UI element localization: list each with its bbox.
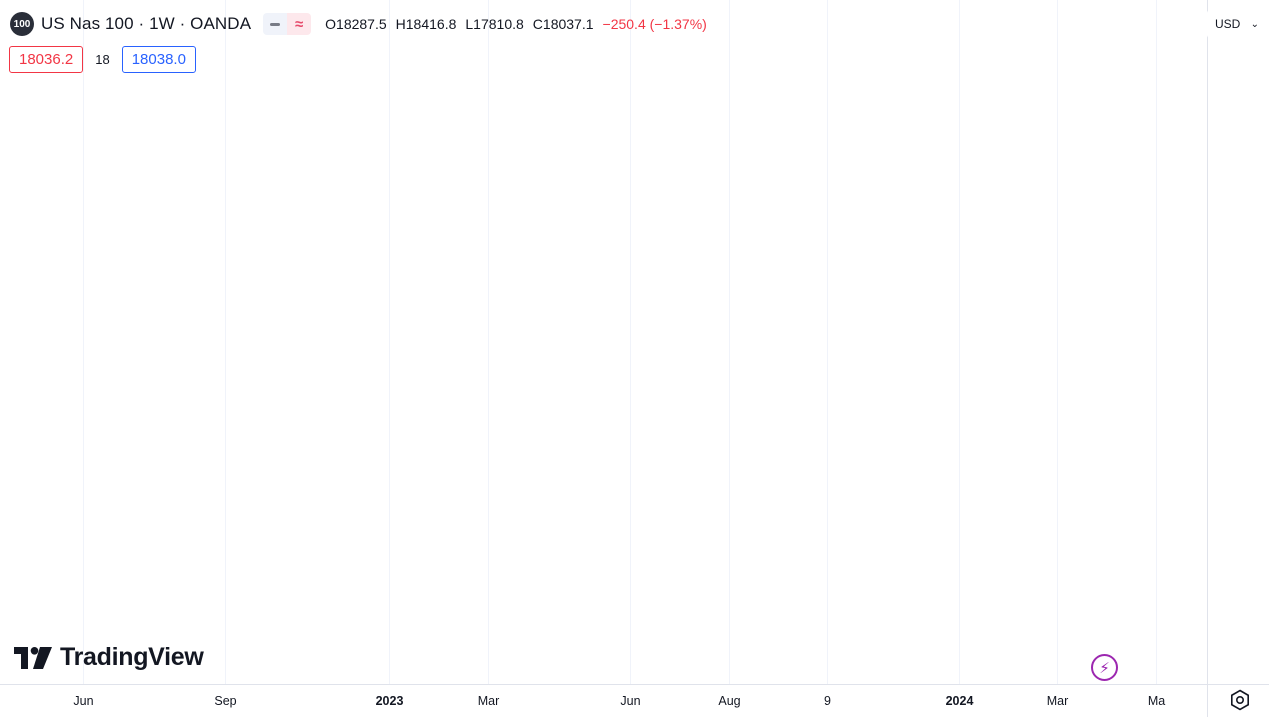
- spread-value: 18: [95, 52, 110, 67]
- x-tick-label: 2024: [946, 694, 974, 708]
- ohlc-values: O18287.5 H18416.8 L17810.8 C18037.1 −250…: [325, 16, 707, 32]
- logo-text: TradingView: [60, 643, 204, 671]
- ohlc-open: O18287.5: [325, 16, 387, 32]
- indicator-pills: ≈: [263, 13, 312, 35]
- ohlc-high: H18416.8: [395, 16, 457, 32]
- sell-button[interactable]: 18036.2: [9, 46, 84, 73]
- lightning-icon[interactable]: ⚡: [1091, 654, 1118, 681]
- trade-panel: 18036.2 18 18038.0: [9, 46, 196, 73]
- ohlc-change: −250.4 (−1.37%): [602, 16, 707, 32]
- settings-icon[interactable]: [1228, 688, 1252, 712]
- x-tick-label: Jun: [73, 694, 93, 708]
- symbol-badge-icon[interactable]: 100: [10, 12, 34, 36]
- chart-grid: [83, 0, 1157, 684]
- x-tick-label: Aug: [718, 694, 740, 708]
- tradingview-logo-icon: [14, 646, 52, 669]
- x-tick-label: Sep: [214, 694, 236, 708]
- currency-label: USD: [1215, 17, 1241, 31]
- x-tick-label: Mar: [478, 694, 500, 708]
- ohlc-low: L17810.8: [465, 16, 524, 32]
- x-tick-label: 9: [824, 694, 831, 708]
- buy-button[interactable]: 18038.0: [121, 46, 196, 73]
- x-tick-label: Ma: [1148, 694, 1165, 708]
- x-tick-label: Jun: [620, 694, 640, 708]
- currency-selector[interactable]: USD ⌄: [1207, 10, 1265, 38]
- ohlc-close: C18037.1: [532, 16, 594, 32]
- minus-icon[interactable]: [263, 13, 288, 35]
- wave-icon[interactable]: ≈: [287, 13, 312, 35]
- x-tick-label: Mar: [1047, 694, 1069, 708]
- chart-legend: 100 US Nas 100 · 1W · OANDA ≈ O18287.5 H…: [10, 10, 707, 38]
- tradingview-logo[interactable]: TradingView: [14, 643, 204, 672]
- symbol-title[interactable]: US Nas 100 · 1W · OANDA: [41, 14, 252, 33]
- chevron-down-icon: ⌄: [1250, 18, 1259, 30]
- x-tick-label: 2023: [376, 694, 404, 708]
